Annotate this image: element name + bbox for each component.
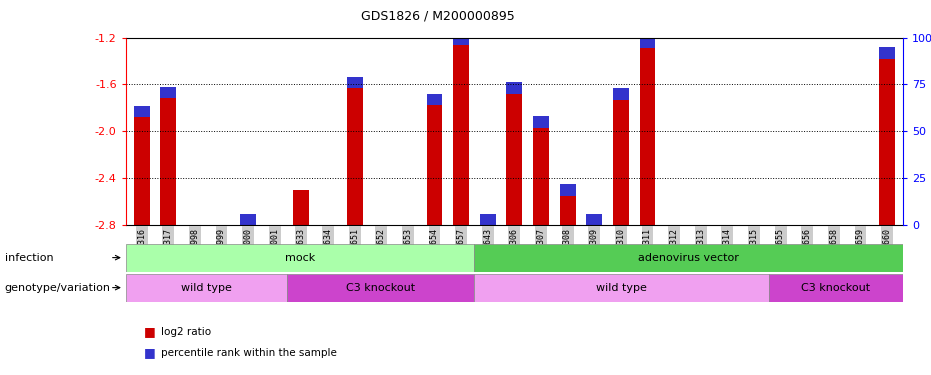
Bar <box>640 48 655 225</box>
Text: C3 knockout: C3 knockout <box>802 283 870 293</box>
Text: adenovirus vector: adenovirus vector <box>638 253 739 263</box>
Bar <box>474 274 769 302</box>
Bar <box>560 196 575 225</box>
Bar <box>506 82 522 94</box>
Bar <box>533 128 549 225</box>
Text: wild type: wild type <box>596 283 647 293</box>
Bar <box>453 33 469 45</box>
Bar <box>506 94 522 225</box>
Bar <box>160 99 176 225</box>
Text: log2 ratio: log2 ratio <box>161 327 211 337</box>
Bar <box>240 214 256 225</box>
Bar <box>346 88 363 225</box>
Text: C3 knockout: C3 knockout <box>345 283 415 293</box>
Bar <box>426 105 442 225</box>
Bar <box>346 76 363 88</box>
Bar <box>879 58 895 225</box>
Text: percentile rank within the sample: percentile rank within the sample <box>161 348 337 357</box>
Bar <box>613 100 628 225</box>
Bar <box>474 244 903 272</box>
Bar <box>126 244 474 272</box>
Bar <box>287 274 474 302</box>
Text: infection: infection <box>5 253 53 262</box>
Bar <box>879 47 895 58</box>
Text: GDS1826 / M200000895: GDS1826 / M200000895 <box>360 9 515 22</box>
Text: wild type: wild type <box>181 283 232 293</box>
Bar <box>453 45 469 225</box>
Bar <box>533 117 549 128</box>
Bar <box>640 37 655 48</box>
Text: ■: ■ <box>144 346 156 359</box>
Bar <box>479 214 495 225</box>
Bar <box>134 117 150 225</box>
Bar <box>587 214 602 225</box>
Bar <box>769 274 903 302</box>
Text: genotype/variation: genotype/variation <box>5 283 111 292</box>
Text: ■: ■ <box>144 326 156 338</box>
Bar <box>160 87 176 99</box>
Bar <box>426 94 442 105</box>
Bar <box>134 106 150 117</box>
Bar <box>613 88 628 100</box>
Bar <box>293 190 309 225</box>
Text: mock: mock <box>285 253 315 263</box>
Bar <box>126 274 287 302</box>
Bar <box>560 184 575 196</box>
